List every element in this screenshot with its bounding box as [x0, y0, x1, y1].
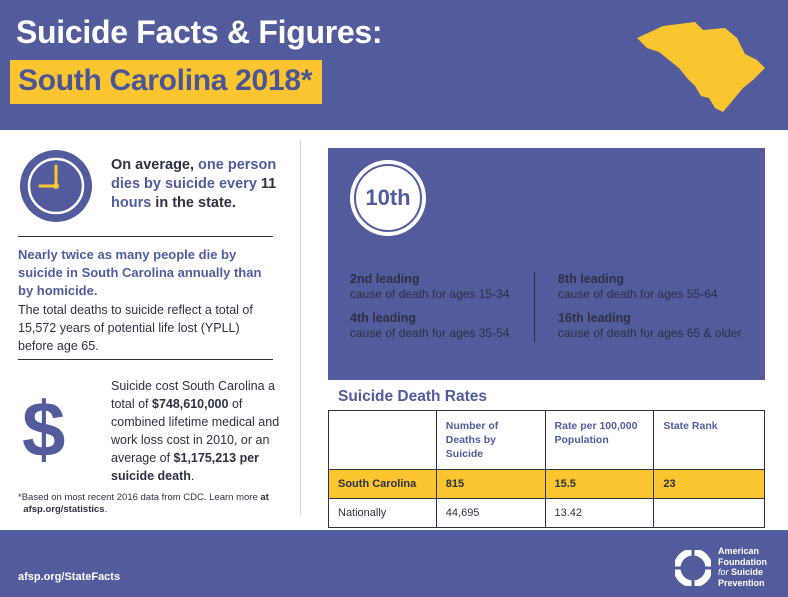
fact1-highlight-hours-number: 11 — [260, 176, 277, 192]
table-row: South Carolina 815 15.5 23 — [328, 469, 765, 499]
table-cell: 13.42 — [544, 498, 655, 528]
rank-value: 10th — [354, 164, 422, 232]
fact-cost: Suicide cost South Carolina a total of $… — [111, 377, 281, 485]
fact1-text-a: On average, — [111, 157, 199, 173]
leading-title: 8th leading — [558, 272, 624, 286]
divider — [18, 236, 273, 237]
column-header — [328, 410, 437, 470]
column-header: Rate per 100,000 Population — [544, 410, 655, 470]
fact1-highlight-hours: hours — [111, 195, 152, 211]
fact4-text-b: of combined lifetime medical and work lo… — [111, 397, 280, 465]
fact1-text-c: in the state. — [151, 195, 236, 211]
footnote-at: at — [260, 492, 269, 503]
leading-desc: cause of death for ages 15-34 — [350, 287, 510, 301]
table-cell — [653, 498, 765, 528]
rank-panel: 10th 2nd leading cause of death for ages… — [328, 148, 765, 380]
leading-cause-35-54: 4th leading cause of death for ages 35-5… — [350, 311, 509, 341]
footer: afsp.org/StateFacts American Foundation … — [0, 530, 788, 597]
footnote: *Based on most recent 2016 data from CDC… — [18, 492, 283, 516]
leading-desc: cause of death for ages 55-64 — [558, 287, 718, 301]
fact-ypll: The total deaths to suicide reflect a to… — [18, 303, 253, 353]
column-header: State Rank — [653, 410, 765, 470]
leading-cause-65-older: 16th leading cause of death for ages 65 … — [558, 311, 741, 341]
table-cell: 23 — [653, 469, 765, 499]
leading-title: 4th leading — [350, 311, 416, 325]
footnote-end: . — [104, 504, 108, 515]
rank-divider — [534, 272, 535, 342]
rates-table: Number of Deaths by Suicide Rate per 100… — [328, 410, 765, 528]
south-carolina-map-icon — [637, 22, 765, 112]
leading-cause-15-34: 2nd leading cause of death for ages 15-3… — [350, 272, 509, 302]
dollar-icon: $ — [22, 385, 66, 473]
page-subtitle: South Carolina 2018* — [10, 60, 323, 104]
clock-icon — [20, 150, 92, 222]
afsp-logo-text: American Foundation for Suicide Preventi… — [718, 546, 788, 588]
fact-homicide-comparison: Nearly twice as many people die by suici… — [18, 247, 262, 298]
rank-badge: 10th — [350, 160, 426, 236]
org-name-for: for — [718, 567, 729, 577]
table-cell: Nationally — [328, 498, 437, 528]
footer-link[interactable]: afsp.org/StateFacts — [18, 571, 121, 583]
table-cell: South Carolina — [328, 469, 437, 499]
fact1-text-b: dies by suicide every — [111, 176, 261, 192]
table-cell: 815 — [435, 469, 546, 499]
fact4-average-cost: $1,175,213 per suicide death — [111, 451, 260, 483]
statistics-link[interactable]: afsp.org/statistics — [23, 504, 105, 515]
column-separator — [300, 140, 301, 515]
divider — [18, 359, 273, 360]
header-banner: Suicide Facts & Figures: South Carolina … — [0, 0, 788, 130]
column-header: Number of Deaths by Suicide — [435, 410, 546, 470]
org-name-line: Prevention — [718, 577, 765, 588]
table-cell: 44,695 — [435, 498, 546, 528]
table-header-row: Number of Deaths by Suicide Rate per 100… — [328, 410, 765, 470]
footnote-text: *Based on most recent 2016 data from CDC… — [18, 492, 261, 503]
leading-cause-55-64: 8th leading cause of death for ages 55-6… — [558, 272, 717, 302]
fact1-highlight-person: one person — [198, 157, 277, 173]
fact4-text-c: . — [190, 469, 195, 483]
org-name-line: Foundation — [718, 556, 767, 567]
leading-title: 2nd leading — [350, 272, 420, 286]
rates-title: Suicide Death Rates — [338, 388, 488, 405]
page-title: Suicide Facts & Figures: — [16, 14, 383, 50]
leading-desc: cause of death for ages 35-54 — [350, 326, 510, 340]
org-name-line: American — [718, 546, 760, 556]
leading-desc: cause of death for ages 65 & older — [558, 326, 742, 340]
fact4-total-cost: $748,610,000 — [152, 397, 229, 411]
org-name-line: Suicide — [731, 567, 764, 577]
table-cell: 15.5 — [544, 469, 655, 499]
fact4-text-a: Suicide cost South Carolina a total of — [111, 379, 275, 411]
leading-title: 16th leading — [558, 311, 631, 325]
lifesaver-icon — [675, 550, 711, 586]
fact-suicide-frequency: On average, one person dies by suicide e… — [111, 156, 281, 213]
table-row: Nationally 44,695 13.42 — [328, 498, 765, 528]
